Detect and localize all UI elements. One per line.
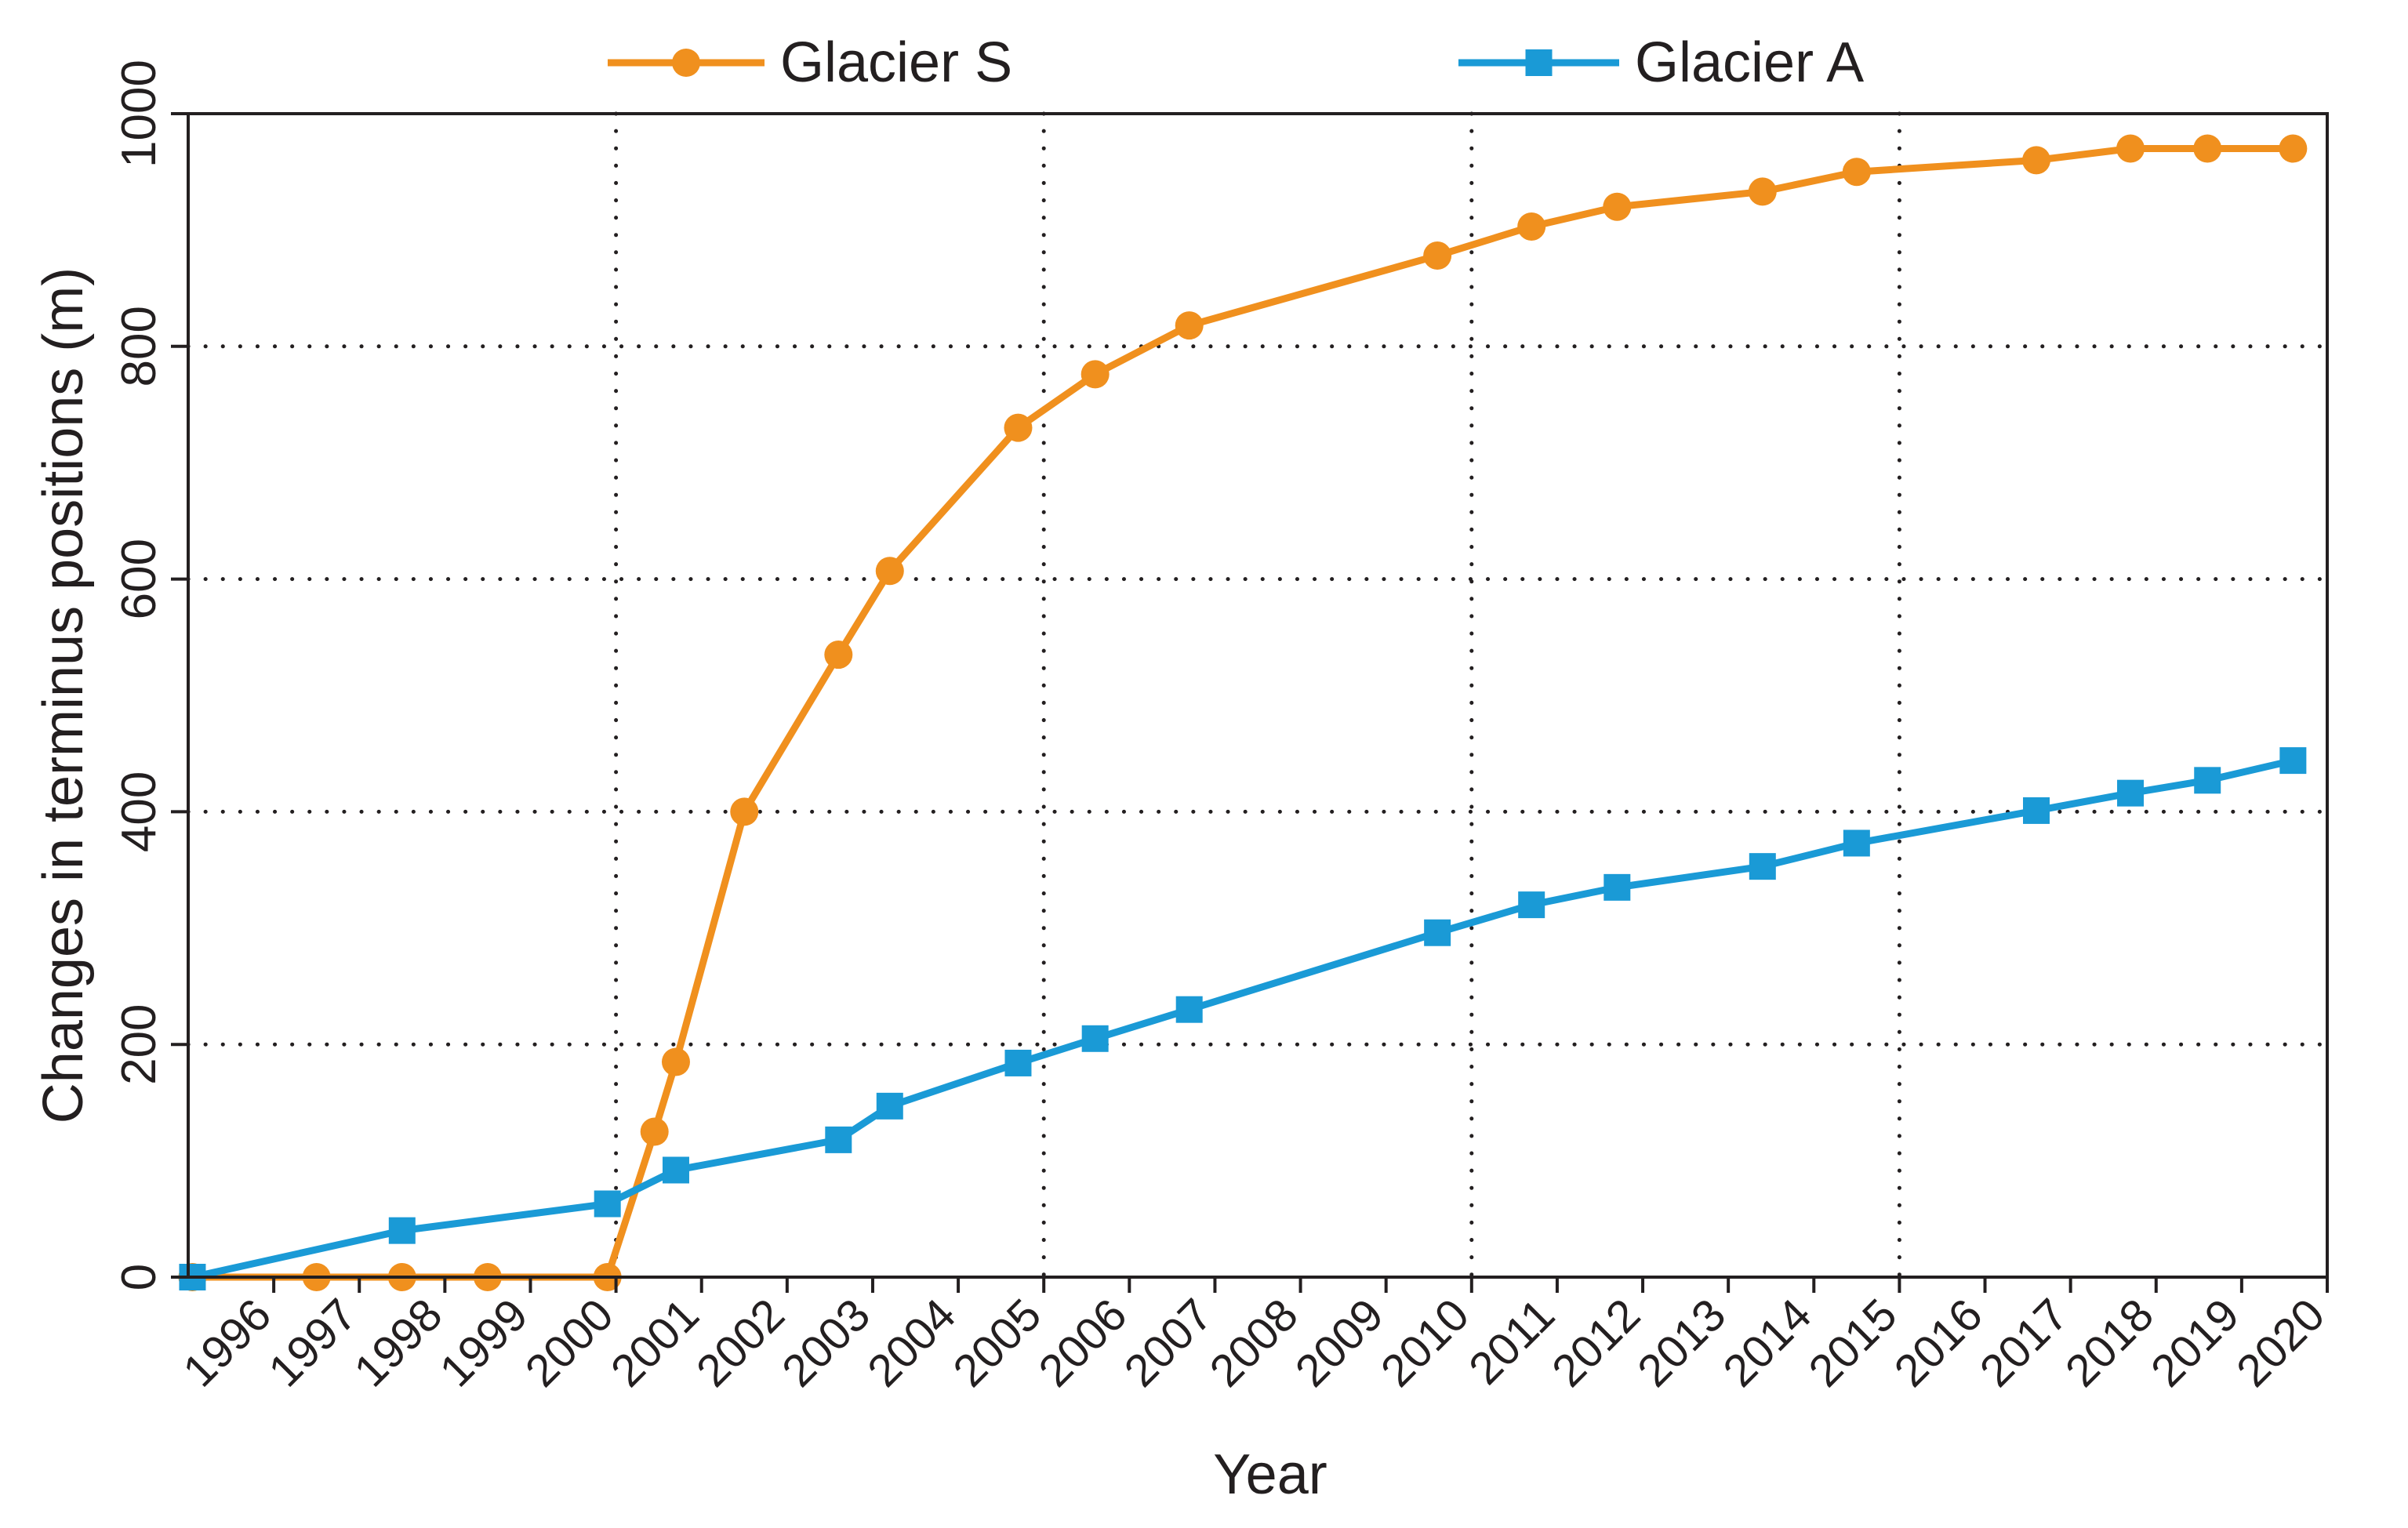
y-tick-label: 400 — [112, 771, 166, 852]
glacier-s-point — [1423, 241, 1452, 270]
glacier-a-point — [2194, 767, 2221, 794]
plot-area-frame — [187, 112, 2329, 1279]
x-tick-label: 2004 — [858, 1289, 965, 1396]
axes: 1996199719981999200020012002200320042005… — [112, 60, 2334, 1396]
x-tick-label: 2010 — [1371, 1289, 1479, 1396]
x-tick-label: 2011 — [1459, 1289, 1564, 1394]
x-tick-label: 2012 — [1542, 1289, 1650, 1396]
x-tick-label: 2015 — [1799, 1289, 1906, 1396]
glacier-s-point — [2021, 146, 2050, 175]
glacier-a-point — [1175, 996, 1203, 1023]
x-tick-label: 1999 — [430, 1289, 537, 1396]
y-tick-label: 600 — [112, 539, 166, 619]
glacier-s-point — [640, 1117, 669, 1146]
glacier-s-point — [661, 1047, 690, 1076]
x-tick-label: 2006 — [1029, 1289, 1136, 1396]
glacier-s-point — [824, 641, 853, 670]
y-tick-label: 0 — [112, 1264, 166, 1290]
glacier-a-point — [662, 1156, 689, 1184]
legend: Glacier S Glacier A — [608, 31, 1864, 94]
y-axis-label: Changes in terminus positions (m) — [32, 267, 95, 1123]
x-tick-label: 1997 — [259, 1289, 366, 1396]
glacier-a-point — [1004, 1049, 1032, 1076]
x-tick-label: 2005 — [943, 1289, 1051, 1396]
x-tick-label: 2014 — [1713, 1289, 1821, 1396]
glacier-a-point — [388, 1217, 416, 1244]
glacier-a-point — [2022, 797, 2050, 824]
x-tick-label: 2003 — [772, 1289, 880, 1396]
glacier-s-point — [1842, 158, 1871, 187]
glacier-s-point — [1175, 311, 1204, 340]
x-tick-label: 1996 — [173, 1289, 281, 1396]
glacier-a-point — [876, 1092, 903, 1120]
glacier-s-point — [2193, 134, 2222, 163]
x-axis-label: Year — [1213, 1443, 1327, 1506]
glacier-s-point — [1081, 360, 1110, 389]
glacier-a-point — [825, 1126, 852, 1153]
legend-label-glacier-a: Glacier A — [1635, 31, 1864, 94]
legend-marker-glacier-s — [672, 49, 700, 77]
glacier-a-point — [1843, 829, 1870, 857]
glacier-s-point — [2116, 134, 2145, 163]
glacier-s-point — [730, 797, 759, 826]
x-tick-label: 2007 — [1114, 1289, 1222, 1396]
x-tick-label: 1998 — [344, 1289, 452, 1396]
x-tick-label: 2017 — [1970, 1289, 2078, 1396]
glacier-s-point — [2279, 134, 2308, 163]
grid-lines — [186, 111, 2330, 1279]
glacier-a-point — [2279, 747, 2307, 775]
legend-label-glacier-s: Glacier S — [780, 31, 1012, 94]
series-layer — [178, 134, 2308, 1291]
x-tick-label: 2013 — [1628, 1289, 1735, 1396]
y-tick-label: 200 — [112, 1004, 166, 1084]
glacier-a-point — [1604, 873, 1631, 901]
x-tick-label: 2016 — [1885, 1289, 1992, 1396]
x-tick-label: 2009 — [1286, 1289, 1393, 1396]
glacier-s-point — [1748, 177, 1777, 206]
x-tick-label: 2018 — [2056, 1289, 2163, 1396]
glacier-a-point — [1424, 919, 1451, 946]
x-tick-label: 2008 — [1200, 1289, 1308, 1396]
legend-marker-glacier-a — [1525, 49, 1553, 76]
x-tick-label: 2002 — [687, 1289, 794, 1396]
x-tick-label: 2019 — [2141, 1289, 2249, 1396]
glacier-a-line — [191, 757, 2294, 1281]
glacier-a-point — [1518, 891, 1545, 919]
glacier-a-point — [1081, 1025, 1109, 1052]
glacier-s-point — [1004, 413, 1033, 442]
y-tick-label: 1000 — [112, 60, 166, 168]
x-tick-label: 2000 — [516, 1289, 623, 1396]
x-tick-label: 2001 — [601, 1289, 709, 1396]
glacier-a-point — [1749, 853, 1776, 880]
x-tick-label: 2020 — [2227, 1289, 2334, 1396]
glacier-a-point — [594, 1190, 621, 1218]
glacier-s-point — [875, 557, 904, 586]
glacier-s-line — [192, 145, 2294, 1281]
y-tick-label: 800 — [112, 306, 166, 387]
glacier-a-point — [2117, 779, 2145, 807]
glacier-s-point — [1603, 192, 1632, 221]
glacier-s-point — [1517, 212, 1546, 241]
